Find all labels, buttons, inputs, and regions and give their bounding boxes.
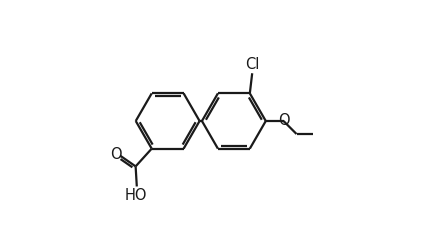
Text: HO: HO xyxy=(125,188,147,203)
Text: Cl: Cl xyxy=(245,57,260,72)
Text: O: O xyxy=(110,147,122,162)
Text: O: O xyxy=(277,113,289,129)
